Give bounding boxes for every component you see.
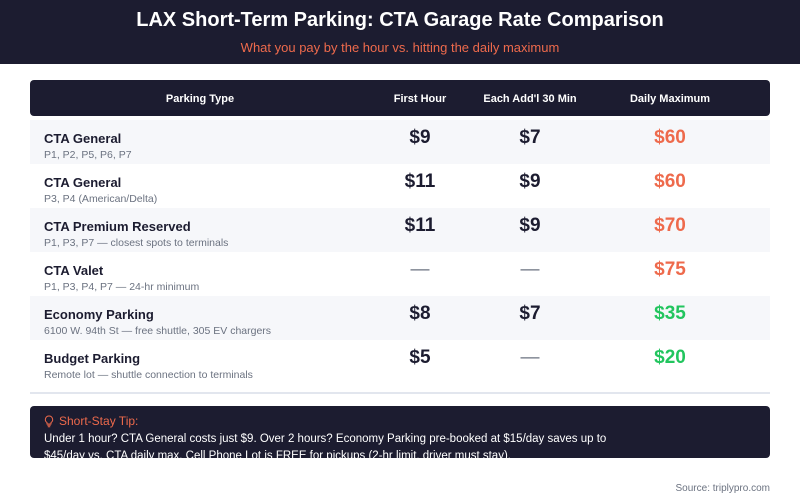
first-hour-rate: $11 [404, 171, 436, 192]
table-header: Parking Type First Hour Each Add'l 30 Mi… [30, 80, 770, 116]
table-row: CTA General P1, P2, P5, P6, P7 $9 $7 $60 [30, 120, 770, 164]
first-hour-rate: $9 [409, 127, 431, 148]
daily-max-rate: $35 [654, 303, 686, 324]
daily-max-rate: $70 [654, 215, 686, 236]
additional-30-rate: $7 [519, 303, 541, 324]
first-hour-rate: $8 [409, 303, 431, 324]
parking-type-name: CTA Valet [44, 263, 104, 278]
parking-type-name: CTA General [44, 131, 122, 146]
first-hour-rate: $5 [409, 347, 431, 368]
table-row: Budget Parking Remote lot — shuttle conn… [30, 340, 770, 384]
daily-max-rate: $20 [654, 347, 686, 368]
source-credit: Source: triplypro.com [675, 483, 770, 494]
additional-30-rate: — [520, 347, 540, 368]
parking-type-desc: P1, P3, P4, P7 — 24-hr minimum [44, 281, 200, 293]
col-additional-30: Each Add'l 30 Min [483, 93, 577, 105]
daily-max-rate: $75 [654, 259, 686, 280]
additional-30-rate: — [520, 259, 540, 280]
additional-30-rate: $9 [519, 215, 541, 236]
parking-type-desc: Remote lot — shuttle connection to termi… [44, 369, 253, 381]
parking-type-desc: P3, P4 (American/Delta) [44, 193, 158, 205]
additional-30-rate: $9 [519, 171, 541, 192]
parking-type-desc: P1, P3, P7 — closest spots to terminals [44, 237, 229, 249]
page-header: LAX Short-Term Parking: CTA Garage Rate … [0, 0, 800, 64]
table-row: CTA Premium Reserved P1, P3, P7 — closes… [30, 208, 770, 252]
page-title: LAX Short-Term Parking: CTA Garage Rate … [136, 9, 664, 31]
lightbulb-icon [44, 414, 54, 427]
daily-max-rate: $60 [654, 171, 686, 192]
parking-type-name: CTA Premium Reserved [44, 219, 191, 234]
col-first-hour: First Hour [393, 93, 447, 105]
parking-type-name: Budget Parking [44, 351, 141, 366]
daily-max-rate: $60 [654, 127, 686, 148]
additional-30-rate: $7 [519, 127, 541, 148]
parking-type-desc: P1, P2, P5, P6, P7 [44, 149, 132, 161]
first-hour-rate: — [410, 259, 430, 280]
col-daily-max: Daily Maximum [629, 93, 711, 105]
col-parking-type: Parking Type [165, 93, 235, 105]
tip-title: Short-Stay Tip: [59, 414, 139, 428]
page-subtitle: What you pay by the hour vs. hitting the… [240, 40, 560, 55]
table-row: CTA General P3, P4 (American/Delta) $11 … [30, 164, 770, 208]
table-row: CTA Valet P1, P3, P4, P7 — 24-hr minimum… [30, 252, 770, 296]
parking-type-name: Economy Parking [44, 307, 154, 322]
first-hour-rate: $11 [404, 215, 436, 236]
divider [30, 392, 770, 394]
table-row: Economy Parking 6100 W. 94th St — free s… [30, 296, 770, 340]
tip-body: Under 1 hour? CTA General costs just $9.… [44, 433, 607, 458]
tip-box: Short-Stay Tip: Under 1 hour? CTA Genera… [30, 406, 770, 458]
parking-type-name: CTA General [44, 175, 122, 190]
parking-type-desc: 6100 W. 94th St — free shuttle, 305 EV c… [44, 325, 272, 337]
